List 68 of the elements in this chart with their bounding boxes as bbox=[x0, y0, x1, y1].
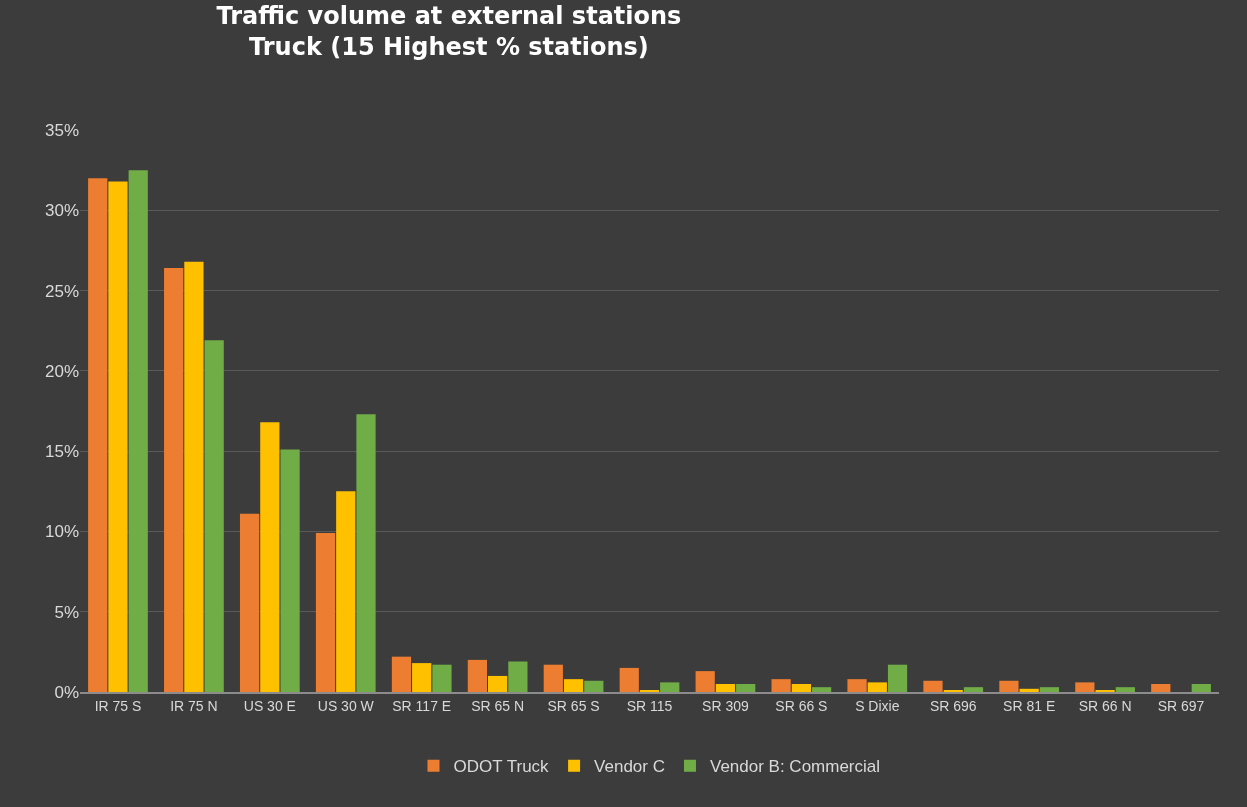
bar bbox=[239, 513, 260, 692]
bar bbox=[1115, 687, 1135, 692]
y-tick-label: 25% bbox=[44, 281, 79, 301]
y-tick-label: 10% bbox=[44, 522, 79, 542]
bar bbox=[164, 268, 184, 692]
bar bbox=[204, 340, 224, 692]
bar bbox=[508, 661, 528, 692]
bar bbox=[467, 659, 487, 692]
bar bbox=[432, 664, 452, 692]
x-tick-label: SR 696 bbox=[929, 697, 977, 714]
bar bbox=[619, 667, 639, 692]
bar bbox=[88, 178, 108, 692]
bar bbox=[771, 679, 791, 692]
bar bbox=[336, 491, 356, 692]
chart-title: Traffic volume at external stations Truck (15 Highest % stations) bbox=[216, 2, 682, 62]
bar bbox=[695, 671, 715, 692]
bar bbox=[184, 261, 204, 692]
bar bbox=[715, 683, 736, 692]
bar bbox=[999, 680, 1019, 692]
bar bbox=[108, 181, 128, 692]
bar bbox=[923, 680, 943, 692]
bar bbox=[791, 683, 811, 692]
x-tick-label: US 30 E bbox=[243, 697, 296, 714]
bar bbox=[736, 683, 756, 692]
bar bbox=[1019, 688, 1039, 692]
x-tick-label: S Dixie bbox=[855, 697, 900, 714]
x-tick-label: SR 66 N bbox=[1078, 697, 1132, 714]
x-tick-label: SR 309 bbox=[702, 697, 749, 714]
bar bbox=[1075, 682, 1095, 692]
x-tick-label: SR 117 E bbox=[392, 697, 452, 714]
bar bbox=[847, 679, 867, 692]
legend-label: ODOT Truck bbox=[453, 757, 550, 777]
bar bbox=[1039, 687, 1060, 692]
y-tick-label: 0% bbox=[54, 682, 79, 702]
x-tick-label: IR 75 S bbox=[94, 697, 142, 714]
x-tick-label: SR 81 E bbox=[1003, 697, 1056, 714]
y-tick-label: 30% bbox=[44, 201, 79, 221]
bar bbox=[963, 687, 984, 692]
x-tick-label: US 30 W bbox=[317, 697, 375, 714]
bar bbox=[260, 422, 280, 692]
bar bbox=[867, 682, 887, 692]
bar bbox=[1151, 683, 1171, 692]
legend-label: Vendor B: Commercial bbox=[709, 757, 881, 777]
bar bbox=[660, 682, 680, 692]
y-tick-label: 35% bbox=[44, 120, 79, 140]
bar bbox=[887, 664, 908, 692]
bar bbox=[543, 664, 563, 692]
x-tick-label: SR 65 N bbox=[471, 697, 525, 714]
bar bbox=[391, 656, 412, 692]
bar bbox=[280, 449, 300, 692]
legend-label: Vendor C bbox=[594, 757, 665, 777]
y-tick-label: 5% bbox=[54, 602, 79, 622]
x-tick-label: IR 75 N bbox=[170, 697, 218, 714]
x-tick-label: SR 697 bbox=[1157, 697, 1205, 714]
bar bbox=[584, 680, 604, 692]
bar bbox=[1191, 683, 1211, 692]
bar bbox=[563, 679, 584, 692]
y-tick-label: 20% bbox=[44, 361, 79, 381]
bar bbox=[812, 687, 832, 692]
bar bbox=[488, 675, 508, 692]
bar bbox=[356, 414, 376, 692]
bar bbox=[315, 533, 336, 692]
x-tick-label: SR 65 S bbox=[547, 697, 600, 714]
y-tick-label: 15% bbox=[44, 442, 79, 462]
bar bbox=[128, 170, 148, 692]
x-tick-label: SR 115 bbox=[626, 697, 673, 714]
bar bbox=[412, 663, 432, 692]
x-tick-label: SR 66 S bbox=[775, 697, 828, 714]
